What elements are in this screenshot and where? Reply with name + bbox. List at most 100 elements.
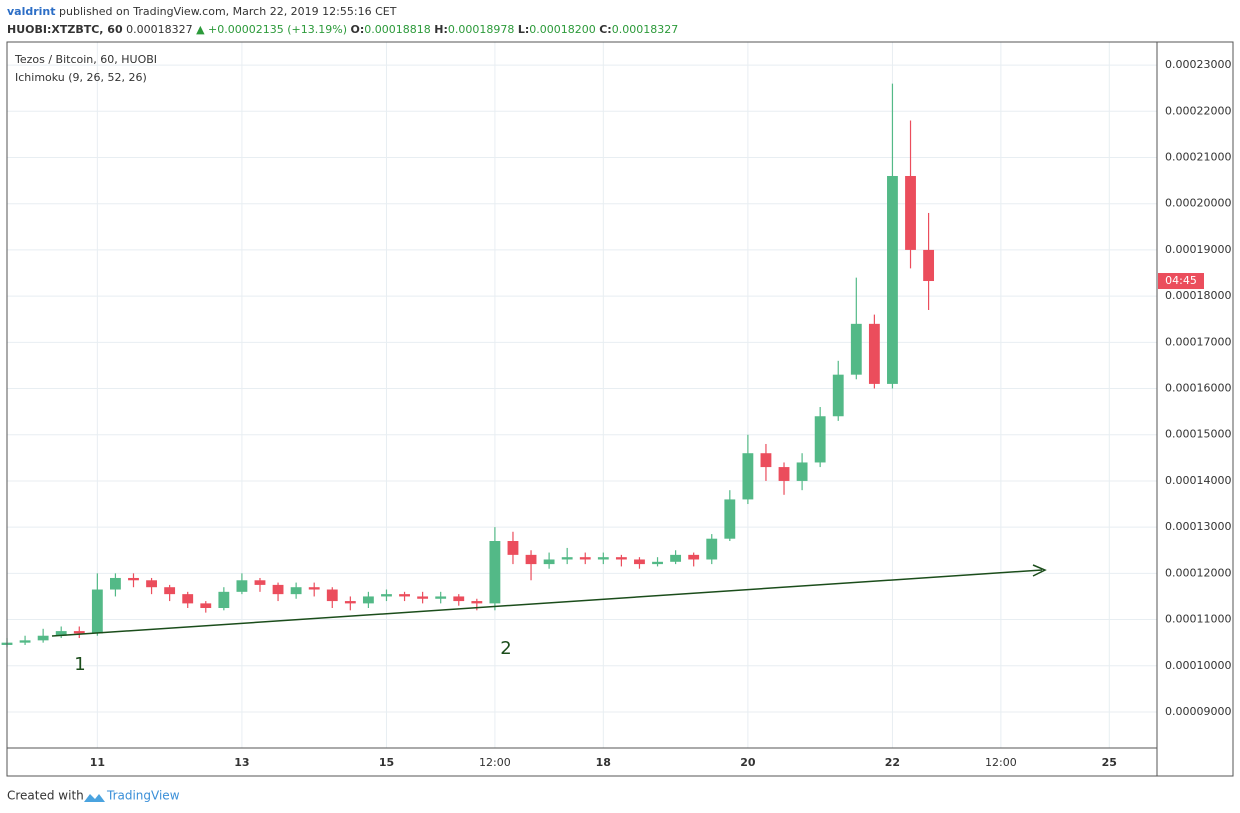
candle-body (742, 453, 754, 500)
y-tick-label: 0.00010000 (1165, 659, 1231, 672)
candle-body (308, 587, 320, 590)
grid (7, 42, 1157, 748)
candle-body (814, 416, 826, 463)
candle-body (652, 561, 663, 565)
candle-body (634, 559, 645, 565)
logo (84, 794, 105, 802)
candle-body (200, 603, 212, 609)
candle-body (543, 559, 555, 565)
candle-body (760, 453, 772, 468)
candles (1, 83, 935, 648)
candle-body (832, 374, 844, 417)
l: 0.00018200 (529, 23, 595, 36)
indicator: Ichimoku (9, 26, 52, 26) (15, 71, 147, 84)
candle-body (399, 594, 410, 597)
candle-body (453, 596, 465, 602)
h: 0.00018978 (448, 23, 514, 36)
candle-body (778, 467, 790, 481)
footer-created: Created with (7, 789, 84, 803)
price-label-box (1158, 273, 1204, 290)
y-tick-label: 0.00023000 (1165, 58, 1231, 71)
candle-body (146, 580, 157, 588)
y-tick-label: 0.00022000 (1165, 104, 1231, 117)
candle-body (887, 175, 898, 384)
c-label: C: (599, 23, 611, 36)
candle-body (706, 538, 718, 560)
x-tick-label: 11 (90, 756, 105, 769)
footer-brand: TradingView (106, 789, 180, 803)
candle-body (796, 462, 808, 481)
candle-body (110, 577, 121, 590)
candle-body (923, 249, 935, 282)
y-tick-label: 0.00015000 (1165, 428, 1231, 441)
candle-body (362, 596, 374, 604)
x-tick-label: 12:00 (985, 756, 1017, 769)
candle-body (73, 631, 85, 634)
y-tick-label: 0.00017000 (1165, 335, 1231, 348)
candle-body (344, 601, 356, 604)
y-tick-label: 0.00009000 (1165, 705, 1231, 718)
x-tick-label: 12:00 (479, 756, 511, 769)
candle-body (850, 323, 862, 375)
l-label: L: (518, 23, 529, 36)
y-tick-label: 0.00018000 (1165, 289, 1231, 302)
candle-body (435, 596, 447, 599)
y-tick-label: 0.00011000 (1165, 613, 1231, 626)
chart-title: Tezos / Bitcoin, 60, HUOBI (14, 53, 157, 66)
y-axis-frame (1156, 41, 1234, 777)
x-tick-label: 13 (234, 756, 249, 769)
o: 0.00018818 (364, 23, 430, 36)
h-label: H: (434, 23, 448, 36)
last: 0.00018327 (126, 23, 192, 36)
candle-body (182, 594, 194, 604)
candle-body (688, 554, 700, 560)
candle-body (507, 541, 519, 555)
c: 0.00018327 (612, 23, 678, 36)
author: valdrint (7, 5, 56, 18)
candle-body (489, 541, 501, 604)
candle-body (724, 499, 736, 539)
y-tick-label: 0.00020000 (1165, 197, 1231, 210)
plot-frame (6, 41, 1158, 749)
candle-body (55, 631, 67, 636)
trend-arrow (1032, 564, 1047, 577)
change: ▲ +0.00002135 (+13.19%) (196, 23, 347, 36)
y-tick-label: 0.00016000 (1165, 382, 1231, 395)
ohlc-line: HUOBI:XTZBTC, 60 0.00018327 ▲ +0.0000213… (7, 23, 678, 36)
candle-body (326, 589, 338, 602)
candle-body (868, 323, 880, 384)
candle-body (615, 557, 627, 560)
candle-body (254, 580, 266, 585)
candle-body (272, 584, 284, 595)
y-tick-label: 0.00019000 (1165, 243, 1231, 256)
candle-body (164, 587, 176, 595)
candle-body (670, 554, 682, 562)
x-tick-label: 20 (740, 756, 756, 769)
annotation: 1 (74, 654, 85, 675)
candle-body (525, 554, 537, 565)
annotation: 2 (500, 638, 511, 659)
candle-body (561, 557, 573, 560)
x-tick-label: 18 (596, 756, 611, 769)
symbol: HUOBI:XTZBTC, 60 (7, 23, 123, 36)
x-tick-label: 25 (1102, 756, 1117, 769)
candle-body (218, 591, 230, 609)
candle-body (417, 596, 429, 599)
y-tick-label: 0.00013000 (1165, 520, 1231, 533)
x-tick-label: 15 (379, 756, 394, 769)
candle-body (597, 557, 609, 560)
published: published on TradingView.com, March 22, … (59, 5, 397, 18)
candle-body (19, 640, 31, 643)
y-tick-label: 0.00021000 (1165, 151, 1231, 164)
candle-body (905, 175, 916, 250)
candle-body (290, 587, 302, 595)
candle-body (236, 580, 248, 592)
candle-body (128, 577, 139, 581)
o-label: O: (351, 23, 365, 36)
candle-body (579, 557, 591, 560)
publish-line: valdrint published on TradingView.com, M… (7, 5, 397, 18)
price-label: 04:45 (1165, 274, 1197, 287)
y-tick-label: 0.00012000 (1165, 566, 1231, 579)
trend-line (51, 569, 1043, 637)
